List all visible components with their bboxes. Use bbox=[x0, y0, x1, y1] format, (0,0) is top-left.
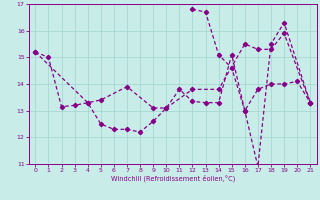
X-axis label: Windchill (Refroidissement éolien,°C): Windchill (Refroidissement éolien,°C) bbox=[111, 175, 235, 182]
